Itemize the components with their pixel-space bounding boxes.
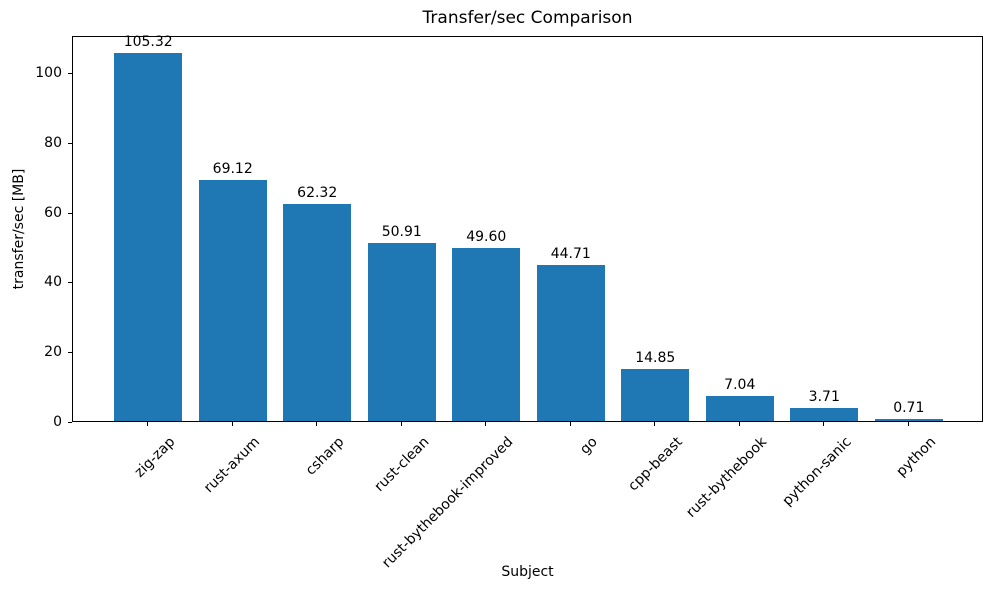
- x-tick-mark: [654, 422, 656, 426]
- bar: [283, 203, 352, 421]
- x-tick-label: cpp-beast: [625, 434, 686, 495]
- x-tick-mark: [147, 422, 149, 426]
- x-tick-mark: [400, 422, 402, 426]
- bar-value-label: 105.32: [123, 34, 173, 51]
- bar: [705, 396, 774, 421]
- y-tick-mark: [68, 422, 72, 423]
- x-axis-label: Subject: [501, 564, 554, 580]
- x-tick-label: rust-clean: [371, 434, 433, 495]
- bar: [114, 53, 182, 421]
- bar-value-label: 49.60: [466, 228, 507, 245]
- x-tick-label: python: [893, 434, 940, 480]
- bar: [621, 369, 690, 421]
- bar: [790, 408, 859, 421]
- bar: [536, 264, 605, 421]
- chart-title: Transfer/sec Comparison: [422, 8, 633, 28]
- x-tick-mark: [823, 422, 825, 426]
- y-tick-label: 0: [53, 414, 62, 430]
- x-tick-label: rust-axum: [200, 434, 264, 497]
- y-tick-label: 80: [44, 134, 62, 151]
- plot-area: 105.32 69.12 62.32 50.91 49.60 44.71 14.85 7.04…: [72, 34, 983, 422]
- bar: [874, 418, 943, 421]
- x-tick-label: rust-bythebook: [683, 434, 771, 521]
- y-tick-mark: [68, 282, 72, 284]
- x-tick-mark: [569, 422, 571, 426]
- x-tick-label: go: [577, 434, 602, 458]
- y-tick-mark: [68, 72, 72, 74]
- bar-value-label: 7.04: [724, 377, 756, 394]
- x-tick-label: python-sanic: [779, 434, 855, 510]
- bar-value-label: 62.32: [297, 184, 338, 201]
- y-tick-label: 100: [35, 64, 62, 81]
- bar: [198, 179, 267, 421]
- x-tick-label: csharp: [302, 434, 348, 479]
- x-tick-mark: [231, 422, 233, 426]
- x-tick-mark: [316, 422, 318, 426]
- y-tick-label: 40: [44, 274, 62, 291]
- x-tick-mark: [907, 422, 909, 426]
- bar-value-label: 69.12: [212, 160, 253, 177]
- bar: [452, 247, 521, 421]
- x-tick-label: zig-zap: [131, 434, 179, 481]
- bar-value-label: 50.91: [381, 224, 422, 241]
- y-tick-label: 60: [44, 204, 62, 221]
- y-tick-mark: [68, 352, 72, 354]
- bar-value-label: 0.71: [893, 399, 925, 416]
- bar-value-label: 3.71: [808, 389, 840, 406]
- y-tick-mark: [68, 212, 72, 214]
- bar-value-label: 44.71: [550, 245, 591, 262]
- bar: [367, 243, 436, 421]
- x-tick-mark: [485, 422, 487, 426]
- y-tick-mark: [68, 142, 72, 144]
- bar-value-label: 14.85: [635, 350, 676, 367]
- x-tick-mark: [738, 422, 740, 426]
- y-tick-label: 20: [44, 344, 62, 361]
